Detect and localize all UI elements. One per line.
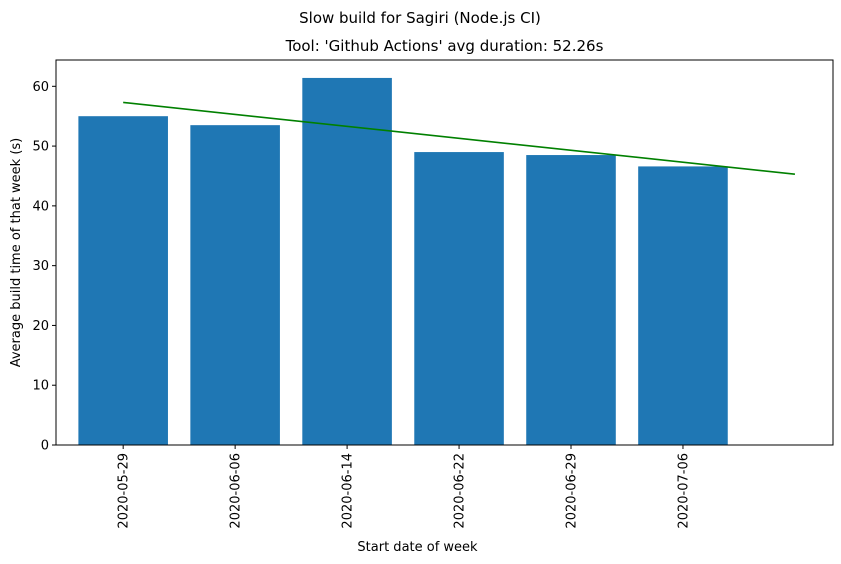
x-axis-ticks: 2020-05-29 2020-06-06 2020-06-14 2020-06-22…: [117, 445, 691, 529]
bar-2020-06-29: [526, 155, 616, 445]
x-tick-label: 2020-07-06: [676, 453, 691, 529]
trendline: [123, 101, 796, 175]
y-axis-label: Average build time of that week (s): [9, 138, 24, 368]
bar-2020-06-22: [414, 152, 504, 445]
x-tick-label: 2020-06-29: [565, 453, 580, 529]
bars-group: [78, 77, 728, 446]
y-tick-label: 40: [32, 199, 49, 214]
x-tick-label: 2020-06-14: [341, 453, 356, 529]
y-tick-label: 50: [32, 140, 49, 155]
trendline-group: [123, 101, 796, 175]
bar-2020-05-29: [78, 116, 168, 446]
bar-2020-07-06: [638, 166, 728, 446]
y-axis-ticks: 0 10 20 30 40 50 60: [32, 80, 56, 454]
chart-title: Tool: 'Github Actions' avg duration: 52.…: [285, 37, 604, 55]
y-tick-label: 0: [41, 439, 49, 454]
y-tick-label: 20: [32, 319, 49, 334]
y-tick-label: 10: [32, 379, 49, 394]
plot-frame: [55, 59, 834, 446]
x-tick-label: 2020-06-22: [453, 453, 468, 529]
x-tick-label: 2020-06-06: [229, 453, 244, 529]
x-tick-label: 2020-05-29: [117, 453, 132, 529]
y-tick-label: 60: [32, 80, 49, 95]
bar-2020-06-06: [190, 125, 280, 446]
y-tick-label: 30: [32, 259, 49, 274]
bar-2020-06-14: [302, 77, 392, 445]
x-axis-label: Start date of week: [357, 540, 478, 555]
chart-suptitle: Slow build for Sagiri (Node.js CI): [299, 9, 541, 27]
